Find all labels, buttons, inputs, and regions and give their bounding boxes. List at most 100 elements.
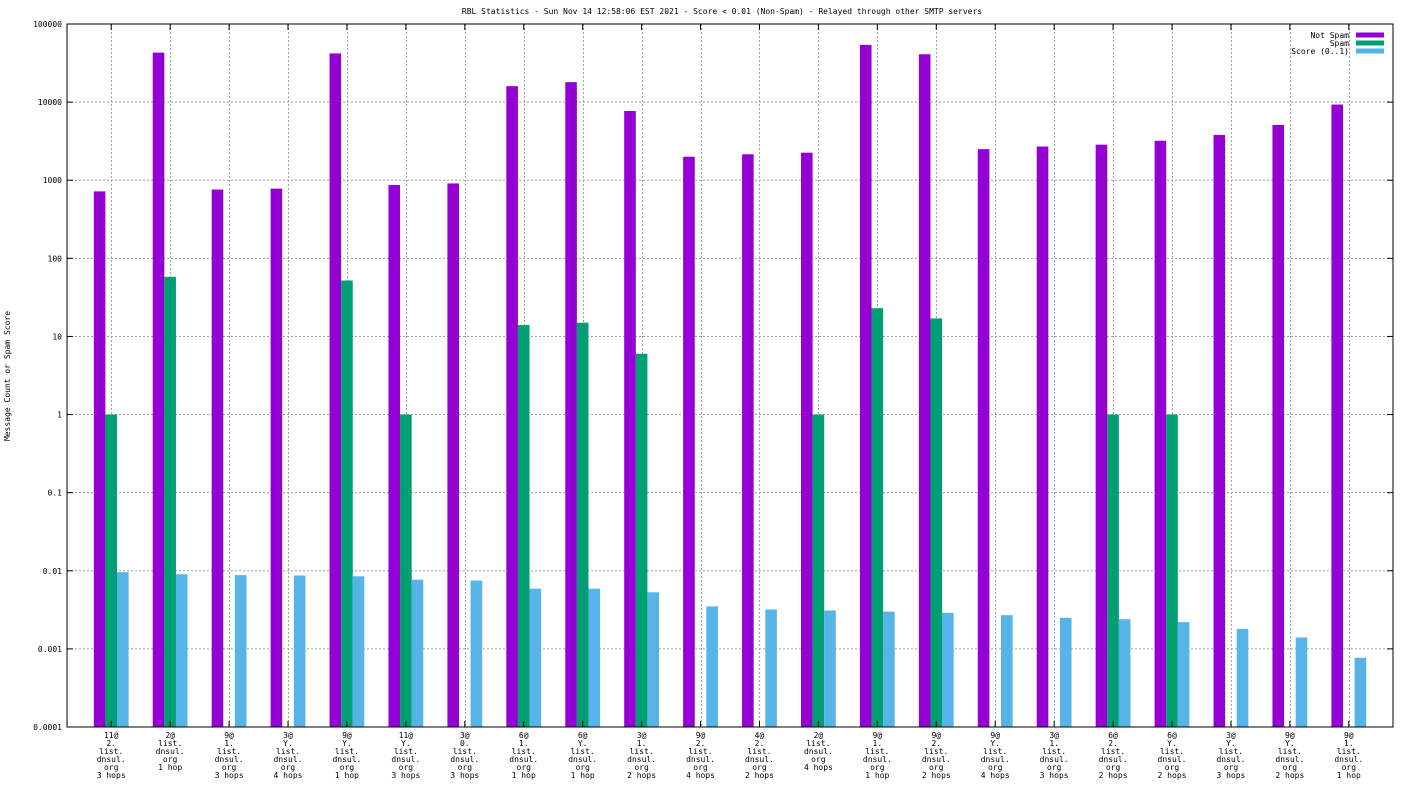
bar-spam-12 xyxy=(812,414,825,727)
bar-spam-13 xyxy=(871,308,884,727)
bar-score-0-1-2 xyxy=(234,575,247,727)
x-tick-label: 6@ 2. list. dnsul. org 2 hops xyxy=(1099,731,1128,780)
bar-spam-8 xyxy=(576,322,589,727)
bar-not-spam-7 xyxy=(506,86,518,728)
bar-not-spam-18 xyxy=(1154,140,1167,727)
bar-score-0-1-11 xyxy=(765,609,777,727)
bar-spam-5 xyxy=(400,414,412,727)
bar-score-0-1-20 xyxy=(1295,637,1308,727)
y-tick-label: 100000 xyxy=(33,20,62,29)
bar-score-0-1-1 xyxy=(175,574,188,727)
bar-spam-18 xyxy=(1166,414,1178,727)
bar-not-spam-2 xyxy=(211,189,224,728)
bar-spam-0 xyxy=(105,414,117,727)
bar-spam-1 xyxy=(164,276,176,727)
plot-border xyxy=(66,23,1394,728)
x-tick-label: 9@ Y. list. dnsul. org 1 hop xyxy=(332,731,361,780)
x-tick-label: 9@ 2. list. dnsul. org 2 hops xyxy=(922,731,951,780)
bar-not-spam-4 xyxy=(329,53,342,728)
bar-not-spam-8 xyxy=(565,82,577,727)
bar-not-spam-0 xyxy=(93,191,106,727)
bar-not-spam-21 xyxy=(1331,104,1343,728)
bar-score-0-1-18 xyxy=(1177,622,1190,727)
bar-score-0-1-16 xyxy=(1059,617,1072,727)
x-tick-label: 11@ Y. list. dnsul. org 3 hops xyxy=(391,731,420,780)
bar-not-spam-15 xyxy=(977,149,990,728)
x-tick-label: 9@ Y. list. dnsul. org 4 hops xyxy=(981,731,1010,780)
bars xyxy=(93,44,1367,728)
bar-spam-14 xyxy=(930,318,943,727)
x-tick-label: 3@ 0. list. dnsul. org 3 hops xyxy=(450,731,479,780)
x-tick-label: 3@ 1. list. dnsul. org 3 hops xyxy=(1040,731,1069,780)
x-tick-label: 6@ Y. list. dnsul. org 1 hop xyxy=(568,731,597,780)
y-tick-label: 100 xyxy=(48,254,63,263)
x-tick-label: 6@ 1. list. dnsul. org 1 hop xyxy=(509,731,538,780)
x-tick-label: 9@ Y. list. dnsul. org 2 hops xyxy=(1275,731,1304,780)
y-tick-label: 10 xyxy=(52,332,62,341)
x-tick-label: 3@ 1. list. dnsul. org 2 hops xyxy=(627,731,656,780)
bar-not-spam-10 xyxy=(683,156,695,727)
bar-not-spam-20 xyxy=(1272,124,1285,728)
bar-not-spam-9 xyxy=(624,110,636,728)
x-tick-label: 9@ 2. list. dnsul. org 4 hops xyxy=(686,731,715,780)
legend-label: Not Spam xyxy=(1310,31,1349,40)
bar-score-0-1-3 xyxy=(293,575,306,727)
x-tick-labels: 11@ 2. list. dnsul. org 3 hops 2@ list. dnsul. or… xyxy=(97,24,1363,780)
x-tick-label: 2@ list. dnsul. org 1 hop xyxy=(156,731,185,772)
bar-score-0-1-21 xyxy=(1354,657,1367,727)
legend-swatch xyxy=(1356,40,1384,46)
bar-score-0-1-13 xyxy=(883,611,895,727)
bar-score-0-1-0 xyxy=(117,572,129,727)
bar-score-0-1-14 xyxy=(942,612,954,727)
bar-score-0-1-9 xyxy=(647,592,659,727)
bar-score-0-1-7 xyxy=(529,588,542,727)
bar-score-0-1-5 xyxy=(411,579,424,727)
legend-swatch xyxy=(1356,48,1384,54)
bar-score-0-1-15 xyxy=(1001,615,1013,727)
bar-spam-7 xyxy=(517,325,530,727)
x-tick-label: 3@ Y. list. dnsul. org 4 hops xyxy=(274,731,303,780)
x-tick-label: 3@ Y. list. dnsul. org 3 hops xyxy=(1216,731,1245,780)
x-tick-label: 6@ Y. list. dnsul. org 2 hops xyxy=(1158,731,1187,780)
bar-not-spam-19 xyxy=(1213,134,1226,727)
bar-score-0-1-19 xyxy=(1236,628,1249,727)
y-tick-label: 0.001 xyxy=(38,645,62,654)
y-axis-label: Message Count or Spam Score xyxy=(3,311,12,441)
bar-not-spam-11 xyxy=(742,154,754,728)
bar-spam-4 xyxy=(341,280,353,727)
x-tick-label: 2@ list. dnsul. org 4 hops xyxy=(804,731,833,772)
bar-not-spam-13 xyxy=(859,44,872,728)
x-tick-label: 4@ 2. list. dnsul. org 2 hops xyxy=(745,731,774,780)
y-tick-label: 10000 xyxy=(38,98,62,107)
legend-label: Score (0..1) xyxy=(1291,47,1349,56)
bar-score-0-1-6 xyxy=(470,580,483,727)
x-tick-label: 9@ 1. list. dnsul. org 1 hop xyxy=(863,731,892,780)
bar-score-0-1-17 xyxy=(1118,619,1131,727)
bar-score-0-1-10 xyxy=(706,606,718,727)
x-tick-label: 9@ 1. list. dnsul. org 1 hop xyxy=(1334,731,1363,780)
grid-lines xyxy=(67,24,1393,727)
chart-title: RBL Statistics - Sun Nov 14 12:58:06 EST… xyxy=(462,7,982,16)
y-tick-label: 1000 xyxy=(43,176,62,185)
bar-not-spam-14 xyxy=(918,54,931,727)
bar-not-spam-16 xyxy=(1036,146,1049,727)
bar-spam-9 xyxy=(635,353,648,727)
bar-not-spam-6 xyxy=(447,183,459,728)
y-tick-label: 0.0001 xyxy=(33,723,62,732)
y-tick-label: 1 xyxy=(57,411,62,420)
legend-label: Spam xyxy=(1330,39,1349,48)
bar-not-spam-17 xyxy=(1095,144,1108,727)
bar-score-0-1-12 xyxy=(824,610,836,727)
legend-swatch xyxy=(1356,32,1384,38)
bar-not-spam-5 xyxy=(388,184,401,728)
x-tick-label: 11@ 2. list. dnsul. org 3 hops xyxy=(97,731,126,780)
y-tick-label: 0.1 xyxy=(48,489,63,498)
bar-not-spam-12 xyxy=(801,152,813,727)
y-tick-label: 0.01 xyxy=(43,567,62,576)
bar-score-0-1-4 xyxy=(352,576,365,727)
bar-not-spam-3 xyxy=(270,188,283,728)
bar-not-spam-1 xyxy=(152,52,165,727)
bar-spam-17 xyxy=(1107,414,1119,727)
